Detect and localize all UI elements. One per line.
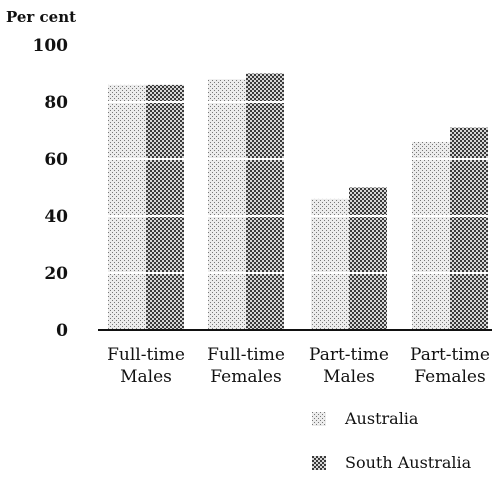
x-category-label: Full-time: [107, 345, 185, 365]
x-category-label: Females: [210, 367, 281, 387]
y-axis-ticks: 0 20 40 60 80 100: [33, 36, 69, 341]
x-category-label: Males: [323, 367, 375, 387]
bar-australia-3: [412, 141, 450, 330]
x-category-label: Females: [414, 367, 485, 387]
x-category-label: Part-time: [410, 345, 490, 365]
bar-south-australia-1: [246, 73, 284, 330]
bar-south-australia-0: [146, 84, 184, 331]
y-tick-label: 20: [44, 264, 68, 284]
x-category-label: Full-time: [207, 345, 285, 365]
bar-australia-2: [311, 198, 349, 330]
bar-south-australia-3: [450, 127, 488, 331]
x-category-label: Males: [120, 367, 172, 387]
bar-australia-1: [208, 79, 246, 330]
y-tick-label: 100: [33, 36, 69, 56]
bars: [108, 73, 488, 331]
bar-australia-0: [108, 84, 146, 331]
y-axis-title: Per cent: [6, 8, 76, 26]
gridlines: [98, 101, 492, 274]
y-tick-label: 80: [44, 93, 68, 113]
bar-south-australia-2: [349, 187, 387, 330]
legend-swatch-south-australia: [312, 456, 326, 470]
legend-label: Australia: [344, 409, 419, 428]
y-tick-label: 40: [44, 207, 68, 227]
x-category-label: Part-time: [309, 345, 389, 365]
y-tick-label: 60: [44, 150, 68, 170]
legend: Australia South Australia: [312, 409, 472, 472]
y-tick-label: 0: [56, 321, 68, 341]
legend-swatch-australia: [312, 412, 326, 426]
category-labels: Full-timeMalesFull-timeFemalesPart-timeM…: [107, 345, 490, 387]
legend-label: South Australia: [345, 453, 472, 472]
